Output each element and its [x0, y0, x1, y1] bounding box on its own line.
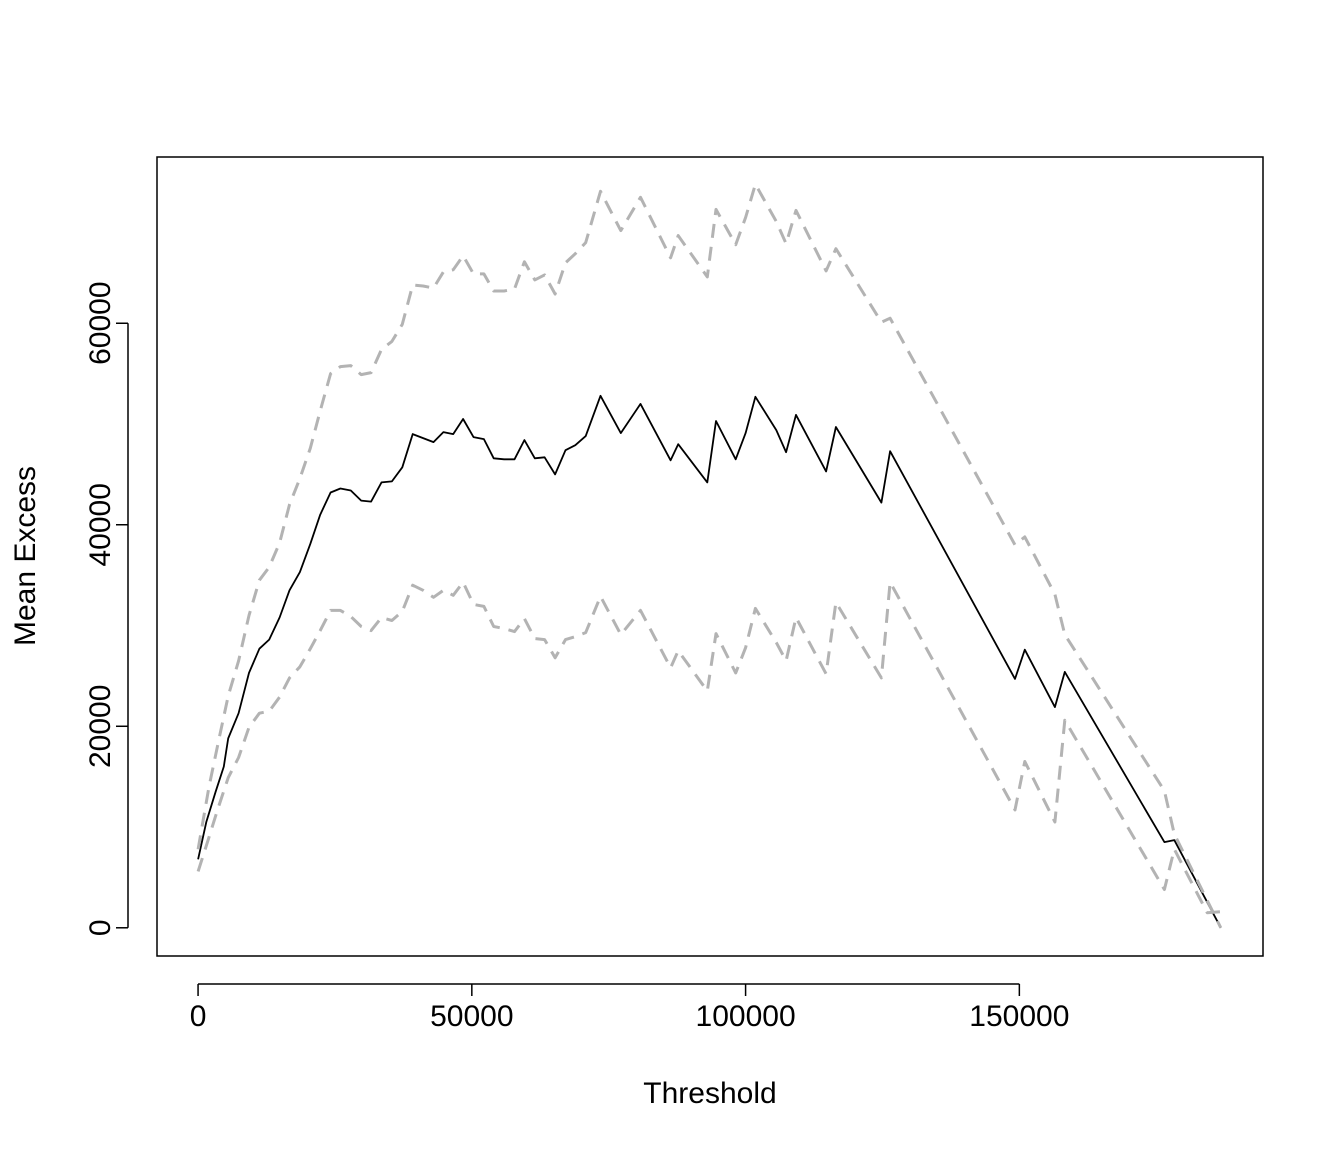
x-tick-label: 0	[190, 1000, 207, 1033]
series-layer	[196, 182, 1223, 929]
y-axis: 0 20000 40000 60000	[84, 281, 129, 936]
series-line-lower-bound	[196, 580, 1221, 915]
x-tick-label: 50000	[430, 1000, 513, 1033]
y-tick-label: 20000	[84, 685, 117, 768]
y-tick-label: 60000	[84, 281, 117, 364]
y-tick-label: 0	[84, 919, 117, 936]
x-tick-label: 100000	[696, 1000, 796, 1033]
x-axis-title: Threshold	[643, 1077, 776, 1110]
series-line-mean-excess	[197, 394, 1222, 929]
series-line-upper-bound	[196, 182, 1223, 929]
y-tick-label: 40000	[84, 483, 117, 566]
x-tick-label: 150000	[969, 1000, 1069, 1033]
plot-frame	[156, 156, 1264, 957]
y-axis-title: Mean Excess	[9, 466, 42, 646]
x-axis: 0 50000 100000 150000	[190, 983, 1069, 1033]
